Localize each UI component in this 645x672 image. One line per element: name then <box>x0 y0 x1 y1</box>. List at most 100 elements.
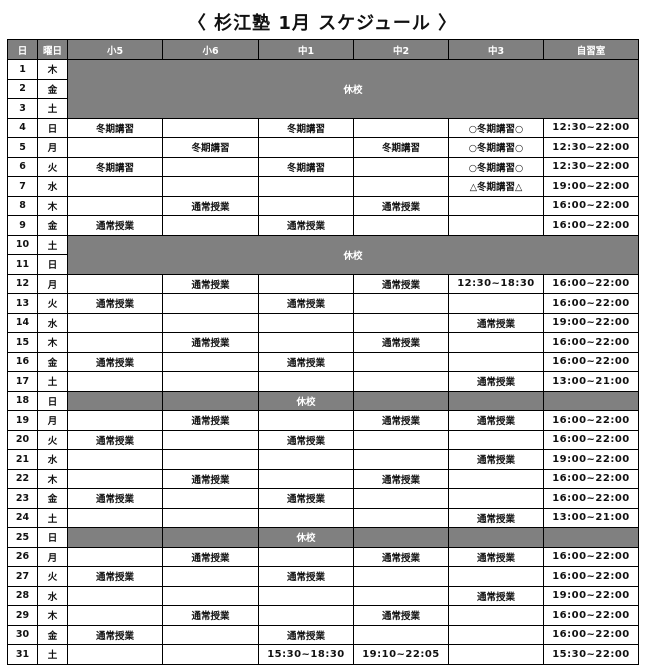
cell-sho6 <box>162 351 259 372</box>
day-cell: 29 <box>7 605 38 626</box>
cell-sho6 <box>162 585 259 606</box>
weekday-cell: 月 <box>37 137 68 158</box>
header-row: 日 曜日 小5 小6 中1 中2 中3 自習室 <box>7 39 639 60</box>
cell-sho6: 通常授業 <box>162 332 259 353</box>
day-cell: 23 <box>7 488 38 509</box>
cell-sho6 <box>162 488 259 509</box>
table-row: 6 火冬期講習 冬期講習 ○冬期講習○ 12:30~22:00 <box>7 156 639 177</box>
weekday-cell: 水 <box>37 449 68 470</box>
cell-study-room: 16:00~22:00 <box>543 293 639 314</box>
day-cell: 2 <box>7 78 38 99</box>
day-cell: 22 <box>7 468 38 489</box>
table-row: 27 火通常授業 通常授業 16:00~22:00 <box>7 566 639 587</box>
cell-sho6 <box>162 117 259 138</box>
cell-sho6 <box>162 644 259 665</box>
closed-cell-chu2 <box>353 390 449 411</box>
table-row: 31 土 15:30~18:30 19:10~22:05 15:30~22:00 <box>7 644 639 665</box>
cell-chu2: 通常授業 <box>353 468 449 489</box>
cell-chu1 <box>258 585 354 606</box>
cell-study-room: 16:00~22:00 <box>543 351 639 372</box>
day-cell: 21 <box>7 449 38 470</box>
table-row: 25 日 休校 <box>7 527 639 548</box>
cell-chu2 <box>353 566 449 587</box>
col-header-weekday: 曜日 <box>37 39 68 60</box>
cell-chu3: ○冬期講習○ <box>448 137 544 158</box>
table-row: 19 月通常授業 通常授業 通常授業 16:00~22:00 <box>7 410 639 431</box>
cell-chu3: △冬期講習△ <box>448 176 544 197</box>
cell-chu2 <box>353 293 449 314</box>
weekday-cell: 金 <box>37 488 68 509</box>
table-row: 5 月冬期講習 冬期講習 ○冬期講習○ 12:30~22:00 <box>7 137 639 158</box>
weekday-cell: 土 <box>37 234 68 255</box>
weekday-cell: 日 <box>37 117 68 138</box>
table-row: 16 金通常授業 通常授業 16:00~22:00 <box>7 351 639 372</box>
day-cell: 30 <box>7 624 38 645</box>
col-header-chu1: 中1 <box>258 39 354 60</box>
cell-sho6: 通常授業 <box>162 410 259 431</box>
cell-sho6 <box>162 624 259 645</box>
weekday-cell: 土 <box>37 644 68 665</box>
cell-chu1 <box>258 371 354 392</box>
cell-chu3 <box>448 488 544 509</box>
day-cell: 18 <box>7 390 38 411</box>
cell-chu1 <box>258 332 354 353</box>
cell-study-room: 13:00~21:00 <box>543 507 639 528</box>
cell-sho5 <box>67 449 163 470</box>
table-row: 17 土 通常授業 13:00~21:00 <box>7 371 639 392</box>
table-row: 12 月通常授業 通常授業 12:30~18:30 16:00~22:00 <box>7 273 639 294</box>
table-row: 18 日 休校 <box>7 390 639 411</box>
cell-study-room: 16:00~22:00 <box>543 195 639 216</box>
table-row: 23 金通常授業 通常授業 16:00~22:00 <box>7 488 639 509</box>
cell-chu2: 通常授業 <box>353 410 449 431</box>
cell-chu2 <box>353 351 449 372</box>
table-row: 8 木 通常授業 通常授業 16:00~22:00 <box>7 195 639 216</box>
cell-study-room: 19:00~22:00 <box>543 449 639 470</box>
cell-sho5 <box>67 195 163 216</box>
weekday-cell: 火 <box>37 566 68 587</box>
cell-chu2 <box>353 429 449 450</box>
cell-chu3 <box>448 332 544 353</box>
day-cell: 8 <box>7 195 38 216</box>
day-cell: 24 <box>7 507 38 528</box>
closed-cell-sho6 <box>162 390 259 411</box>
table-row: 22 木 通常授業 通常授業 16:00~22:00 <box>7 468 639 489</box>
cell-chu2: 通常授業 <box>353 195 449 216</box>
cell-sho5 <box>67 410 163 431</box>
cell-chu3 <box>448 644 544 665</box>
cell-chu2: 通常授業 <box>353 605 449 626</box>
closed-cell-chu1: 休校 <box>258 390 354 411</box>
cell-sho5: 冬期講習 <box>67 156 163 177</box>
cell-sho5 <box>67 273 163 294</box>
cell-chu1 <box>258 273 354 294</box>
cell-sho6: 冬期講習 <box>162 137 259 158</box>
cell-chu1 <box>258 546 354 567</box>
cell-chu2 <box>353 624 449 645</box>
weekday-cell: 水 <box>37 585 68 606</box>
cell-chu1 <box>258 137 354 158</box>
cell-chu1: 通常授業 <box>258 293 354 314</box>
closed-cell-sho6 <box>162 527 259 548</box>
cell-chu2 <box>353 585 449 606</box>
cell-study-room: 16:00~22:00 <box>543 410 639 431</box>
cell-study-room: 16:00~22:00 <box>543 273 639 294</box>
weekday-cell: 日 <box>37 390 68 411</box>
cell-study-room: 16:00~22:00 <box>543 546 639 567</box>
cell-sho5: 通常授業 <box>67 293 163 314</box>
day-cell: 31 <box>7 644 38 665</box>
closed-cell-study-room <box>543 527 639 548</box>
cell-sho5 <box>67 468 163 489</box>
cell-sho5: 通常授業 <box>67 488 163 509</box>
day-cell: 10 <box>7 234 38 255</box>
weekday-cell: 水 <box>37 312 68 333</box>
table-row: 13 火通常授業 通常授業 16:00~22:00 <box>7 293 639 314</box>
weekday-cell: 火 <box>37 429 68 450</box>
table-row: 30 金通常授業 通常授業 16:00~22:00 <box>7 624 639 645</box>
cell-sho6 <box>162 293 259 314</box>
closed-cell-chu3 <box>448 390 544 411</box>
cell-sho5 <box>67 644 163 665</box>
cell-study-room: 16:00~22:00 <box>543 605 639 626</box>
weekday-cell: 金 <box>37 624 68 645</box>
cell-chu3: 通常授業 <box>448 585 544 606</box>
cell-chu3: 通常授業 <box>448 312 544 333</box>
